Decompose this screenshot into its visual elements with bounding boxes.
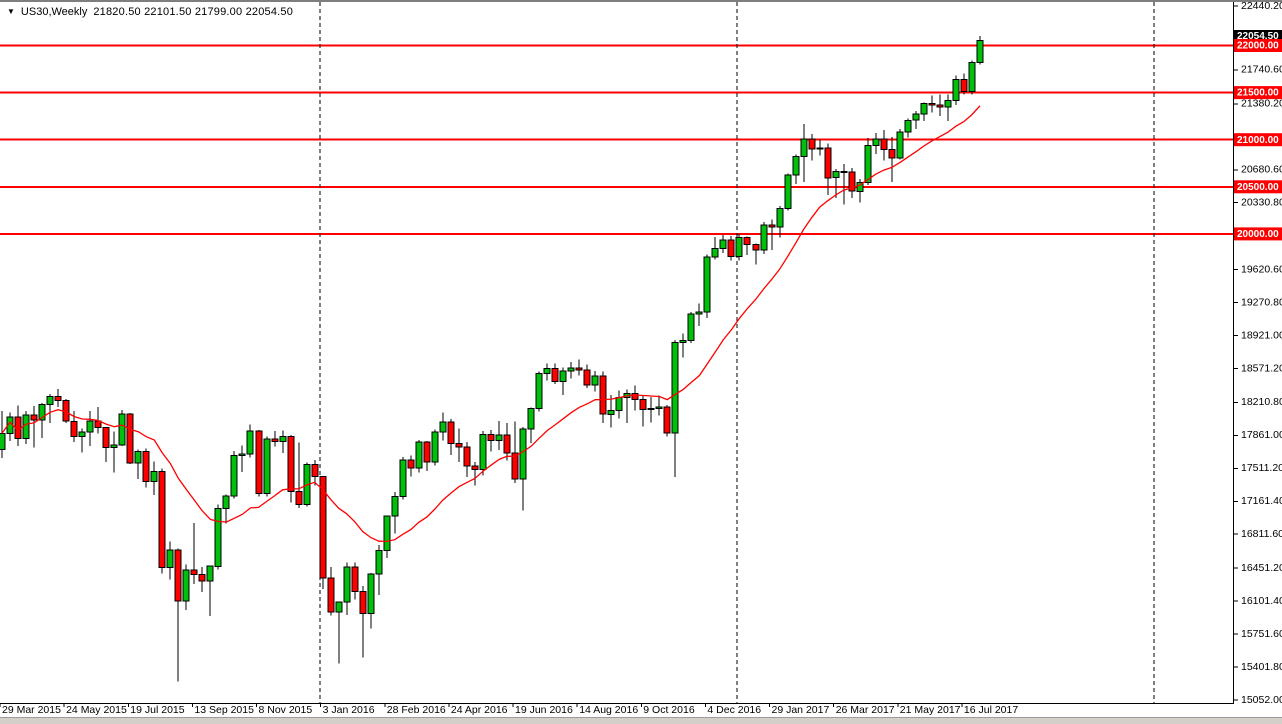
svg-text:3 Jan 2016: 3 Jan 2016 bbox=[323, 704, 375, 716]
ohlc-readout: 21820.50 22101.50 21799.00 22054.50 bbox=[93, 6, 294, 18]
period-separators bbox=[319, 2, 1155, 703]
svg-text:18921.00: 18921.00 bbox=[1241, 329, 1282, 341]
svg-text:21 May 2017: 21 May 2017 bbox=[900, 704, 961, 716]
window-top-edge bbox=[0, 0, 1282, 2]
window-bottom-strip bbox=[0, 717, 1282, 724]
moving-average-line bbox=[1, 105, 981, 543]
svg-text:16451.20: 16451.20 bbox=[1241, 562, 1282, 574]
support-resistance-lines[interactable] bbox=[0, 44, 1233, 235]
svg-text:21000.00: 21000.00 bbox=[1237, 135, 1279, 146]
svg-text:20500.00: 20500.00 bbox=[1237, 182, 1279, 193]
svg-text:8 Nov 2015: 8 Nov 2015 bbox=[259, 704, 313, 716]
svg-text:26 Mar 2017: 26 Mar 2017 bbox=[836, 704, 895, 716]
symbol-period-label: US30,Weekly bbox=[20, 6, 88, 18]
chart-dropdown-icon[interactable]: ▼ bbox=[7, 7, 15, 16]
svg-text:18210.80: 18210.80 bbox=[1241, 396, 1282, 408]
svg-text:16101.40: 16101.40 bbox=[1241, 595, 1282, 607]
current-price-tag: 22054.50 bbox=[1237, 31, 1279, 42]
svg-text:28 Feb 2016: 28 Feb 2016 bbox=[387, 704, 446, 716]
svg-text:4 Dec 2016: 4 Dec 2016 bbox=[707, 704, 761, 716]
svg-text:17861.00: 17861.00 bbox=[1241, 429, 1282, 441]
svg-text:22000.00: 22000.00 bbox=[1237, 41, 1279, 52]
svg-text:19 Jun 2016: 19 Jun 2016 bbox=[515, 704, 573, 716]
svg-text:20680.60: 20680.60 bbox=[1241, 164, 1282, 176]
svg-text:20000.00: 20000.00 bbox=[1237, 229, 1279, 240]
svg-text:15751.60: 15751.60 bbox=[1241, 628, 1282, 640]
svg-text:19620.60: 19620.60 bbox=[1241, 263, 1282, 275]
svg-text:29 Mar 2015: 29 Mar 2015 bbox=[2, 704, 61, 716]
svg-text:13 Sep 2015: 13 Sep 2015 bbox=[194, 704, 254, 716]
svg-text:29 Jan 2017: 29 Jan 2017 bbox=[772, 704, 830, 716]
svg-text:9 Oct 2016: 9 Oct 2016 bbox=[643, 704, 695, 716]
svg-text:15052.00: 15052.00 bbox=[1241, 694, 1282, 706]
chart-title-bar: ▼ US30,Weekly 21820.50 22101.50 21799.00 2… bbox=[7, 6, 293, 18]
svg-text:18571.20: 18571.20 bbox=[1241, 362, 1282, 374]
svg-text:24 May 2015: 24 May 2015 bbox=[66, 704, 127, 716]
svg-text:21500.00: 21500.00 bbox=[1237, 88, 1279, 99]
svg-text:24 Apr 2016: 24 Apr 2016 bbox=[451, 704, 508, 716]
svg-text:21380.20: 21380.20 bbox=[1241, 98, 1282, 110]
y-axis[interactable]: 22440.20 21740.60 21380.20 20680.60 20330.80… bbox=[1233, 0, 1282, 706]
svg-text:22440.20: 22440.20 bbox=[1241, 0, 1282, 12]
candlesticks bbox=[0, 35, 984, 682]
svg-text:14 Aug 2016: 14 Aug 2016 bbox=[579, 704, 638, 716]
svg-text:17161.40: 17161.40 bbox=[1241, 495, 1282, 507]
svg-text:16811.60: 16811.60 bbox=[1241, 528, 1282, 540]
svg-text:19270.80: 19270.80 bbox=[1241, 296, 1282, 308]
svg-text:20330.80: 20330.80 bbox=[1241, 196, 1282, 208]
svg-text:19 Jul 2015: 19 Jul 2015 bbox=[130, 704, 184, 716]
axis-borders bbox=[0, 0, 1234, 704]
svg-text:15401.80: 15401.80 bbox=[1241, 661, 1282, 673]
x-axis[interactable]: 29 Mar 2015 24 May 2015 19 Jul 2015 13 Sep … bbox=[0, 703, 1018, 716]
svg-text:17511.20: 17511.20 bbox=[1241, 462, 1282, 474]
svg-text:16 Jul 2017: 16 Jul 2017 bbox=[964, 704, 1018, 716]
svg-text:21740.60: 21740.60 bbox=[1241, 64, 1282, 76]
